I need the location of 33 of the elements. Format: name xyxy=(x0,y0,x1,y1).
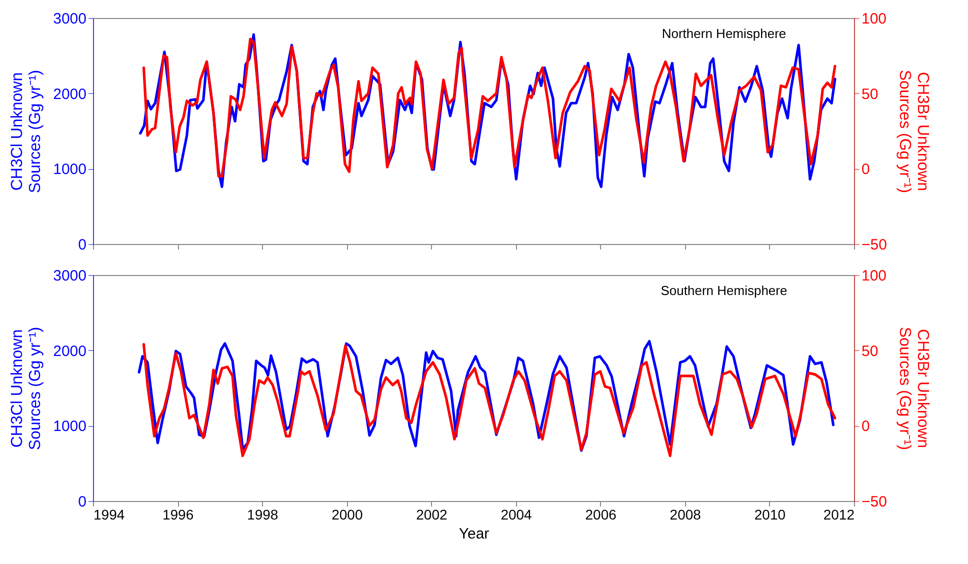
y-tick-label: 1000 xyxy=(53,161,86,178)
y-tick-label: 2000 xyxy=(53,86,86,103)
y2-tick-label: 0 xyxy=(862,418,870,436)
y2-tick-label: 50 xyxy=(862,86,878,103)
x-tick-label: 2004 xyxy=(500,506,532,522)
x-tick-label: 2006 xyxy=(585,506,617,522)
y2-tick-label: 100 xyxy=(862,10,887,28)
y2-tick-label: −50 xyxy=(862,494,887,510)
y2-axis-title: CH3Br Unknown Sources (Gg yr⁻¹) xyxy=(896,70,931,194)
annotation: Northern Hemisphere xyxy=(662,26,786,41)
y2-tick-label: −50 xyxy=(862,236,887,254)
y-axis-title: CH3Cl Unknown Sources (Gg yr⁻¹) xyxy=(9,70,44,194)
x-tick-label: 2000 xyxy=(332,506,363,522)
x-tick-label: 2012 xyxy=(823,506,855,522)
y2-tick-label: 50 xyxy=(862,342,878,360)
y2-tick-label: 0 xyxy=(862,161,870,178)
y-tick-label: 0 xyxy=(78,236,86,254)
x-tick-label: 2010 xyxy=(754,506,786,522)
x-axis-title: Year xyxy=(458,526,490,542)
y2-tick-label: 100 xyxy=(862,268,887,284)
y2-axis-title: CH3Br Unknown Sources (Gg yr⁻¹) xyxy=(896,326,931,450)
x-tick-label: 2002 xyxy=(416,506,448,522)
y-tick-label: 1000 xyxy=(53,418,86,436)
x-tick-label: 1998 xyxy=(247,506,278,522)
y-tick-label: 3000 xyxy=(53,268,86,284)
y-tick-label: 2000 xyxy=(53,342,86,360)
annotation: Southern Hemisphere xyxy=(660,283,788,298)
y-axis-title: CH3Cl Unknown Sources (Gg yr⁻¹) xyxy=(9,326,44,450)
y-tick-label: 3000 xyxy=(53,10,86,28)
y-tick-label: 0 xyxy=(78,494,86,510)
x-tick-label: 1996 xyxy=(162,506,194,522)
x-tick-label: 1994 xyxy=(94,506,125,522)
x-tick-label: 2008 xyxy=(670,506,702,522)
